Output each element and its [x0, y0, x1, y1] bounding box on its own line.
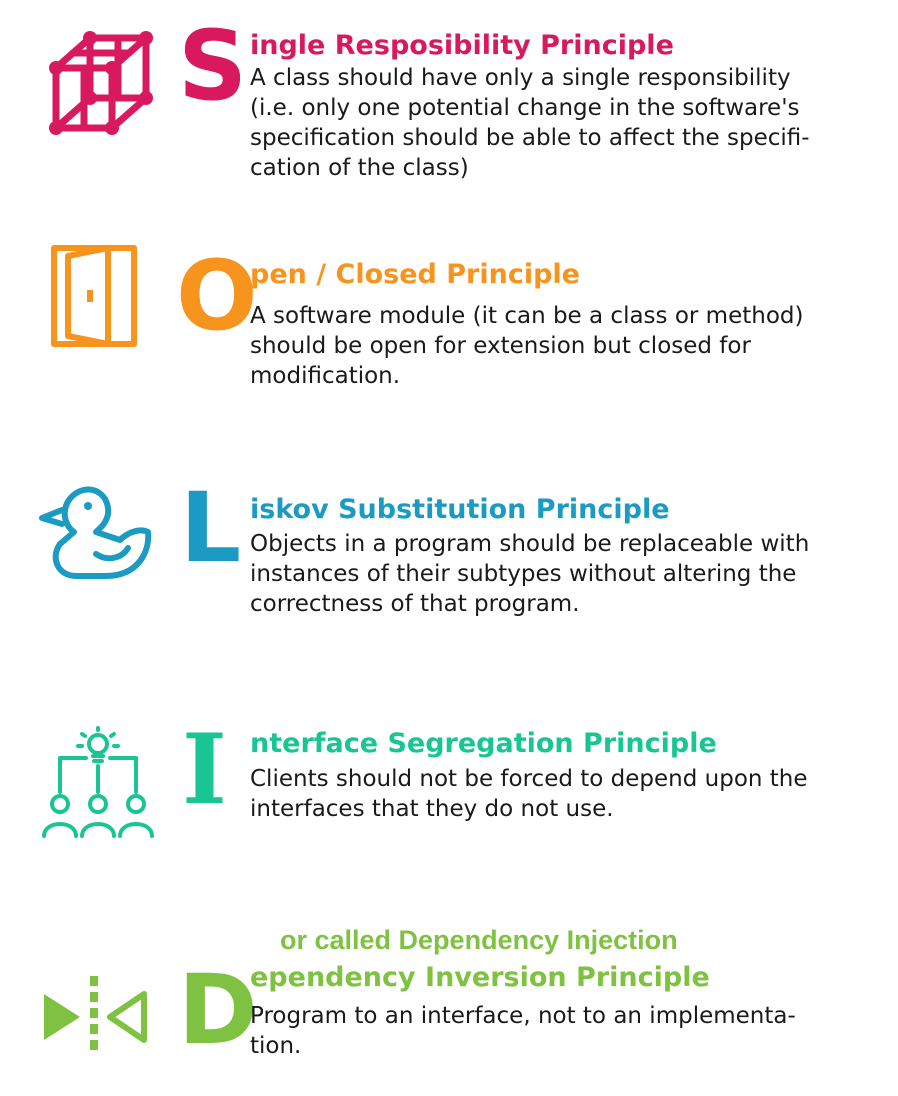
letter-i: I	[182, 713, 227, 826]
people-idea-icon	[42, 726, 154, 838]
inversion-arrows-icon	[44, 976, 147, 1050]
description-open-closed: A software module (it can be a class or …	[250, 303, 804, 389]
letter-l: L	[180, 472, 242, 584]
title-open-closed: pen / Closed Principle	[250, 259, 580, 290]
description-interface-segregation: Clients should not be forced to depend u…	[250, 766, 808, 822]
title-interface-segregation: nterface Segregation Principle	[250, 728, 717, 759]
letter-d: D	[178, 954, 258, 1066]
title-liskov-substitution: iskov Substitution Principle	[250, 494, 670, 525]
open-door-icon	[51, 245, 137, 347]
description-dependency-inversion: Program to an interface, not to an imple…	[250, 1003, 796, 1059]
letter-s: S	[178, 10, 248, 122]
title-single-responsibility: ingle Resposibility Principle	[250, 30, 674, 61]
dependency-injection-note: or called Dependency Injection	[280, 925, 678, 955]
cube-network-icon	[49, 31, 153, 135]
description-single-responsibility: A class should have only a single respon…	[250, 65, 810, 181]
duck-icon	[39, 486, 152, 579]
title-dependency-inversion: ependency Inversion Principle	[250, 962, 710, 993]
letter-o: O	[176, 240, 258, 352]
description-liskov-substitution: Objects in a program should be replaceab…	[250, 531, 810, 617]
